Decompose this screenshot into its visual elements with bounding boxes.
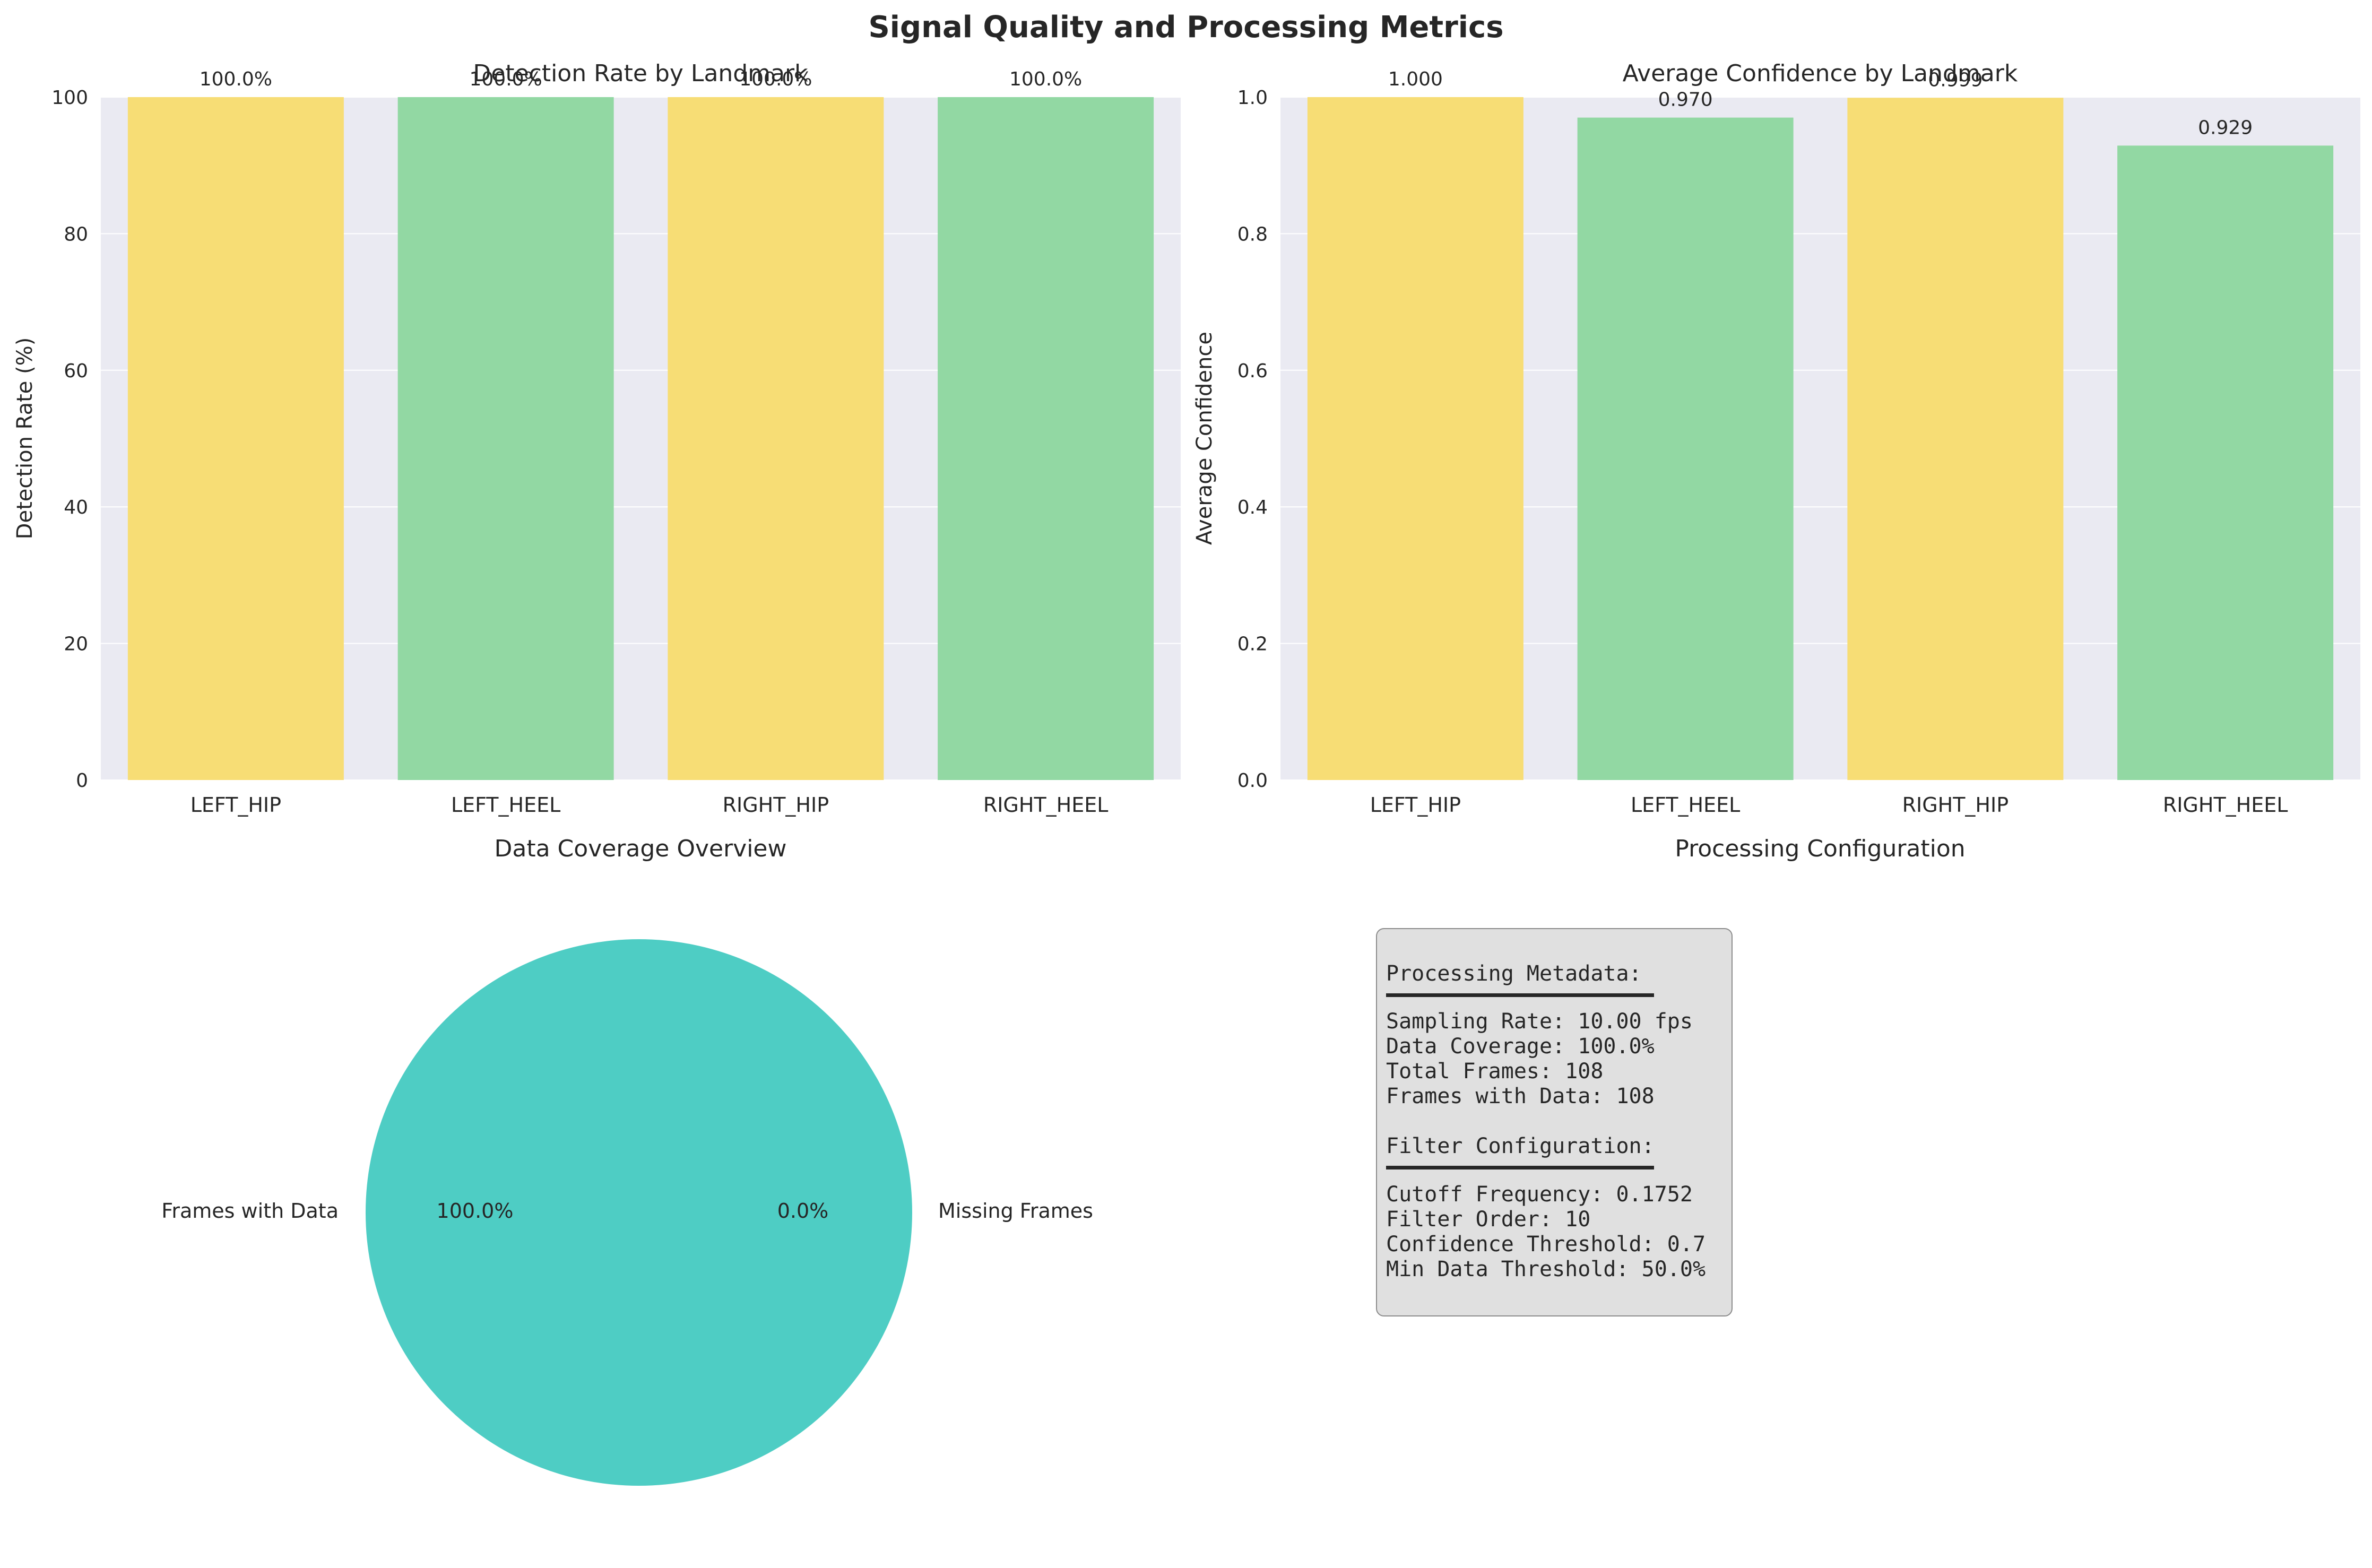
y-tick-label: 0.8 <box>1237 223 1268 245</box>
metadata-line: Sampling Rate: 10.00 fps <box>1386 1009 1693 1034</box>
average-confidence-x-ticks: LEFT_HIP LEFT_HEEL RIGHT_HIP RIGHT_HEEL <box>1370 793 2288 817</box>
y-tick-label: 40 <box>64 497 88 518</box>
detection-rate-y-ticks: 0 20 40 60 80 100 <box>51 87 88 792</box>
detection-rate-title: Detection Rate by Landmark <box>473 60 808 87</box>
bar-value-label: 100.0% <box>200 68 272 90</box>
average-confidence-value-labels: 1.000 0.970 0.999 0.929 <box>1388 68 2253 138</box>
detection-rate-x-ticks: LEFT_HIP LEFT_HEEL RIGHT_HIP RIGHT_HEEL <box>191 793 1109 817</box>
average-confidence-y-axis-label: Average Confidence <box>1192 332 1217 545</box>
figure-suptitle: Signal Quality and Processing Metrics <box>868 10 1503 45</box>
detection-rate-y-axis-label: Detection Rate (%) <box>13 337 37 540</box>
processing-configuration-title: Processing Configuration <box>1675 835 1965 862</box>
detection-rate-chart: 0 20 40 60 80 100 LEFT_HIP LEFT_HEEL RIGHT_HIP R… <box>13 60 1181 817</box>
average-confidence-bars <box>1307 97 2334 781</box>
x-tick-label: LEFT_HEEL <box>1631 793 1740 817</box>
filter-divider <box>1386 1166 1654 1169</box>
metadata-divider <box>1386 993 1654 997</box>
bar-right-hip <box>1847 98 2064 781</box>
metadata-line: Frames with Data: 108 <box>1386 1084 1655 1108</box>
filter-line: Confidence Threshold: 0.7 <box>1386 1232 1706 1257</box>
pie-label-missing-frames: Missing Frames <box>938 1199 1093 1223</box>
metadata-header: Processing Metadata: <box>1386 961 1642 986</box>
x-tick-label: RIGHT_HIP <box>723 793 829 817</box>
filter-line: Min Data Threshold: 50.0% <box>1386 1257 1706 1281</box>
x-tick-label: RIGHT_HIP <box>1902 793 2009 817</box>
y-tick-label: 80 <box>64 223 88 245</box>
bar-left-heel <box>1577 117 1794 781</box>
metadata-line: Total Frames: 108 <box>1386 1059 1603 1084</box>
bar-left-hip <box>1307 97 1523 780</box>
pie-pct-frames-with-data: 100.0% <box>437 1199 514 1223</box>
filter-header: Filter Configuration: <box>1386 1134 1655 1158</box>
processing-configuration-box <box>1376 928 1733 1316</box>
data-coverage-title: Data Coverage Overview <box>495 835 787 862</box>
bar-value-label: 0.999 <box>1928 69 1983 91</box>
average-confidence-y-ticks: 0.0 0.2 0.4 0.6 0.8 1.0 <box>1237 87 1268 792</box>
bar-right-heel <box>2117 145 2334 781</box>
x-tick-label: LEFT_HEEL <box>451 793 560 817</box>
pie-label-frames-with-data: Frames with Data <box>161 1199 339 1223</box>
filter-line: Filter Order: 10 <box>1386 1207 1590 1232</box>
bar-value-label: 100.0% <box>469 68 542 90</box>
y-tick-label: 0 <box>76 770 88 792</box>
x-tick-label: LEFT_HIP <box>191 793 281 817</box>
y-tick-label: 20 <box>64 634 88 655</box>
bar-value-label: 0.929 <box>2198 117 2253 138</box>
average-confidence-chart: 0.0 0.2 0.4 0.6 0.8 1.0 LEFT_HIP LEFT_HEEL RIGH… <box>1192 60 2360 817</box>
x-tick-label: RIGHT_HEEL <box>2163 793 2288 817</box>
detection-rate-bars <box>127 97 1154 780</box>
x-tick-label: LEFT_HIP <box>1370 793 1461 817</box>
bar-value-label: 1.000 <box>1388 68 1443 90</box>
pie-slices <box>366 939 912 1486</box>
y-tick-label: 100 <box>51 87 88 109</box>
bar-left-heel <box>397 97 614 780</box>
y-tick-label: 0.6 <box>1237 360 1268 382</box>
pie-pct-missing-frames: 0.0% <box>777 1199 829 1223</box>
bar-right-heel <box>938 97 1154 780</box>
bar-value-label: 0.970 <box>1658 89 1713 111</box>
processing-configuration-panel: Processing Configuration Processing Meta… <box>1376 835 1966 1316</box>
filter-line: Cutoff Frequency: 0.1752 <box>1386 1182 1693 1207</box>
pie-slice-frames-with-data <box>366 939 912 1486</box>
y-tick-label: 0.4 <box>1237 497 1268 518</box>
y-tick-label: 60 <box>64 360 88 382</box>
bar-right-hip <box>668 97 884 780</box>
bar-value-label: 100.0% <box>739 68 812 90</box>
y-tick-label: 0.2 <box>1237 634 1268 655</box>
metadata-line: Data Coverage: 100.0% <box>1386 1034 1655 1059</box>
x-tick-label: RIGHT_HEEL <box>983 793 1109 817</box>
y-tick-label: 0.0 <box>1237 770 1268 792</box>
detection-rate-value-labels: 100.0% 100.0% 100.0% 100.0% <box>200 68 1083 90</box>
y-tick-label: 1.0 <box>1237 87 1268 109</box>
average-confidence-title: Average Confidence by Landmark <box>1623 60 2018 87</box>
bar-value-label: 100.0% <box>1009 68 1082 90</box>
data-coverage-pie-chart: Data Coverage Overview Frames with Data … <box>161 835 1093 1486</box>
bar-left-hip <box>127 97 344 780</box>
